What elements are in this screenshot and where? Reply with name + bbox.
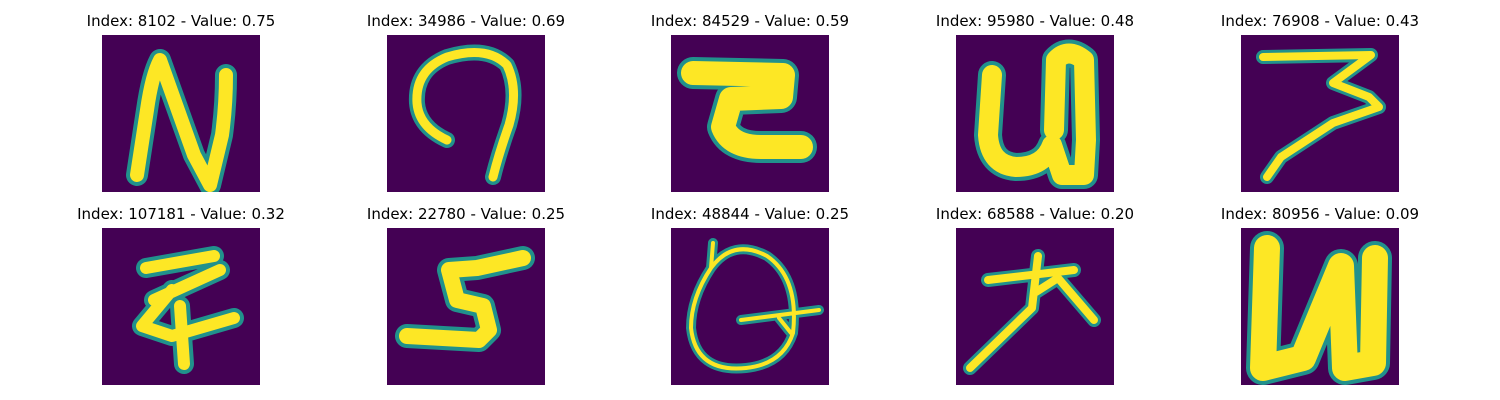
glyph-image bbox=[102, 35, 260, 192]
glyph-image-panel bbox=[956, 228, 1114, 385]
glyph-image-panel bbox=[387, 35, 545, 192]
panel-title: Index: 95980 - Value: 0.48 bbox=[935, 12, 1135, 30]
glyph-image bbox=[956, 35, 1114, 192]
panel-title: Index: 84529 - Value: 0.59 bbox=[650, 12, 850, 30]
panel-title: Index: 80956 - Value: 0.09 bbox=[1220, 205, 1420, 223]
glyph-image-panel bbox=[956, 35, 1114, 192]
panel-title: Index: 68588 - Value: 0.20 bbox=[935, 205, 1135, 223]
glyph-image bbox=[387, 228, 545, 385]
glyph-image-panel bbox=[671, 35, 829, 192]
glyph-image bbox=[671, 228, 829, 385]
panel-title: Index: 8102 - Value: 0.75 bbox=[86, 12, 276, 30]
panel-title: Index: 107181 - Value: 0.32 bbox=[77, 205, 285, 223]
glyph-image bbox=[956, 228, 1114, 385]
panel-title: Index: 48844 - Value: 0.25 bbox=[650, 205, 850, 223]
glyph-image-panel bbox=[1241, 228, 1399, 385]
glyph-image-panel bbox=[1241, 35, 1399, 192]
glyph-image-panel bbox=[671, 228, 829, 385]
panel-title: Index: 22780 - Value: 0.25 bbox=[366, 205, 566, 223]
glyph-image-panel bbox=[387, 228, 545, 385]
glyph-image-panel bbox=[102, 228, 260, 385]
panel-title: Index: 34986 - Value: 0.69 bbox=[366, 12, 566, 30]
glyph-image-panel bbox=[102, 35, 260, 192]
glyph-image bbox=[1241, 228, 1399, 385]
glyph-image bbox=[102, 228, 260, 385]
panel-title: Index: 76908 - Value: 0.43 bbox=[1220, 12, 1420, 30]
glyph-image bbox=[387, 35, 545, 192]
glyph-image bbox=[1241, 35, 1399, 192]
glyph-image bbox=[671, 35, 829, 192]
